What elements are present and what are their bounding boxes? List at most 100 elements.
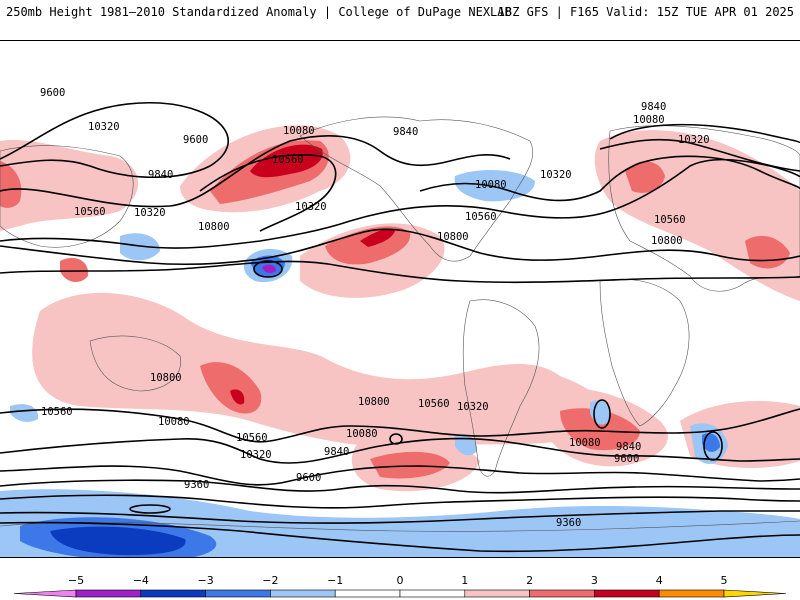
contour-label: 9600: [296, 472, 321, 484]
anomaly-region-pos: [60, 257, 89, 283]
contour-label: 10560: [236, 432, 268, 444]
contour-9600-east: [609, 123, 800, 144]
colorbar-swatch: [205, 589, 271, 598]
run-info: 18Z GFS | F165 Valid: 15Z TUE APR 01 202…: [497, 5, 794, 19]
north-america-outline: [299, 116, 533, 262]
contour-label: 9600: [183, 134, 208, 146]
colorbar-swatch: [334, 589, 401, 598]
anomaly-colorbar: −5 −4 −3 −2 −1 0 1 2 3 4 5: [13, 574, 787, 598]
anomaly-region-neg: [50, 526, 186, 556]
colorbar-swatch: [75, 589, 142, 598]
anomaly-region-pos: [32, 292, 608, 447]
contour-closed-low: [703, 431, 723, 461]
contour-10080-america: [419, 155, 800, 202]
contour-label: 10560: [465, 211, 497, 223]
colorbar-tick-label: −3: [197, 574, 213, 587]
contour-10320-north: [0, 158, 800, 249]
colorbar-tick-label: 1: [461, 574, 468, 587]
contour-label: 9840: [393, 126, 418, 138]
contour-label: 10080: [346, 428, 378, 440]
contour-closed-low: [593, 399, 611, 429]
negative-anomaly-shading: [0, 169, 800, 557]
colorbar-tick-label: 4: [656, 574, 663, 587]
colorbar-tick-label: 2: [526, 574, 533, 587]
colorbar-swatch: [658, 589, 725, 598]
contour-10560-north: [0, 228, 800, 266]
contour-label: 10800: [437, 231, 469, 243]
contour-label: 10560: [41, 406, 73, 418]
anomaly-region-pos: [0, 139, 139, 231]
contour-label: 10320: [88, 121, 120, 133]
contour-10560-south: [0, 437, 800, 464]
colorbar-swatch: [594, 589, 660, 598]
anomaly-region-pos: [560, 408, 640, 451]
colorbar-tick-label: 3: [591, 574, 598, 587]
anomaly-region-pos: [370, 451, 450, 479]
contour-9840-north: [0, 135, 511, 208]
contour-label: 10560: [418, 398, 450, 410]
contour-label: 10800: [651, 235, 683, 247]
colorbar-tick-label: −1: [327, 574, 343, 587]
contour-9600-south: [0, 510, 800, 524]
contour-label: 10320: [540, 169, 572, 181]
contour-label: 10560: [74, 206, 106, 218]
contour-label: 9600: [614, 453, 639, 465]
contour-closed-high: [389, 433, 403, 445]
contour-label: 9840: [148, 169, 173, 181]
colorbar-tick-label: −4: [133, 574, 149, 587]
contour-9840-south: [0, 494, 800, 509]
contour-10800-north: [0, 260, 800, 284]
contour-9600-north: [0, 102, 229, 179]
anomaly-region-pos: [200, 362, 262, 414]
contour-label: 10560: [272, 154, 304, 166]
asia-west-outline: [0, 145, 134, 248]
contour-label: 10080: [633, 114, 665, 126]
contour-closed-low: [129, 504, 171, 514]
anomaly-region-neg: [10, 404, 39, 422]
contour-label: 10800: [358, 396, 390, 408]
colorbar-swatch: [140, 589, 206, 598]
colorbar-swatch: [270, 589, 336, 598]
colorbar-swatch: [464, 589, 530, 598]
height-contours: [0, 102, 800, 553]
anomaly-region-pos: [0, 161, 22, 208]
eurasia-outline: [608, 125, 800, 292]
contour-label: 9840: [616, 441, 641, 453]
contour-label: 10800: [198, 221, 230, 233]
anomaly-region-pos: [230, 389, 245, 405]
colorbar-tick-label: −2: [262, 574, 278, 587]
map-title: 250mb Height 1981–2010 Standardized Anom…: [6, 5, 512, 19]
anomaly-region-neg: [455, 434, 478, 456]
contour-label: 10080: [283, 125, 315, 137]
contour-label: 10320: [134, 207, 166, 219]
contour-10800-south: [0, 408, 800, 443]
contour-label: 10320: [678, 134, 710, 146]
contour-label: 9600: [40, 87, 65, 99]
colorbar-swatches: [13, 589, 787, 598]
colorbar-swatch: [529, 589, 595, 598]
colorbar-arrow-low: [13, 589, 77, 598]
anomaly-map: 9600 9600 9840 10080 10560 10320 10560 1…: [0, 87, 800, 557]
contour-label: 9360: [556, 517, 581, 529]
contour-label: 10320: [240, 449, 272, 461]
anomaly-region-pos: [625, 161, 665, 193]
colorbar-tick-label: 5: [721, 574, 728, 587]
contour-10080-north: [199, 153, 337, 232]
colorbar-ticks: −5 −4 −3 −2 −1 0 1 2 3 4 5: [68, 574, 728, 587]
contour-label: 9840: [324, 446, 349, 458]
colorbar-tick-label: −5: [68, 574, 84, 587]
antarctica-outline: [0, 520, 800, 532]
contour-9360-south: [0, 521, 800, 553]
contour-label: 10320: [295, 201, 327, 213]
colorbar-tick-label: 0: [397, 574, 404, 587]
colorbar-arrow-high: [723, 589, 787, 598]
contour-label: 9360: [184, 479, 209, 491]
australia-outline: [89, 335, 182, 392]
contour-label: 9840: [641, 101, 666, 113]
africa-outline: [599, 278, 690, 427]
colorbar-swatch: [399, 589, 466, 598]
contour-label: 10560: [654, 214, 686, 226]
contour-label: 10320: [457, 401, 489, 413]
map-panel: 9600 9600 9840 10080 10560 10320 10560 1…: [0, 40, 800, 558]
contour-10320-south: [0, 465, 800, 486]
